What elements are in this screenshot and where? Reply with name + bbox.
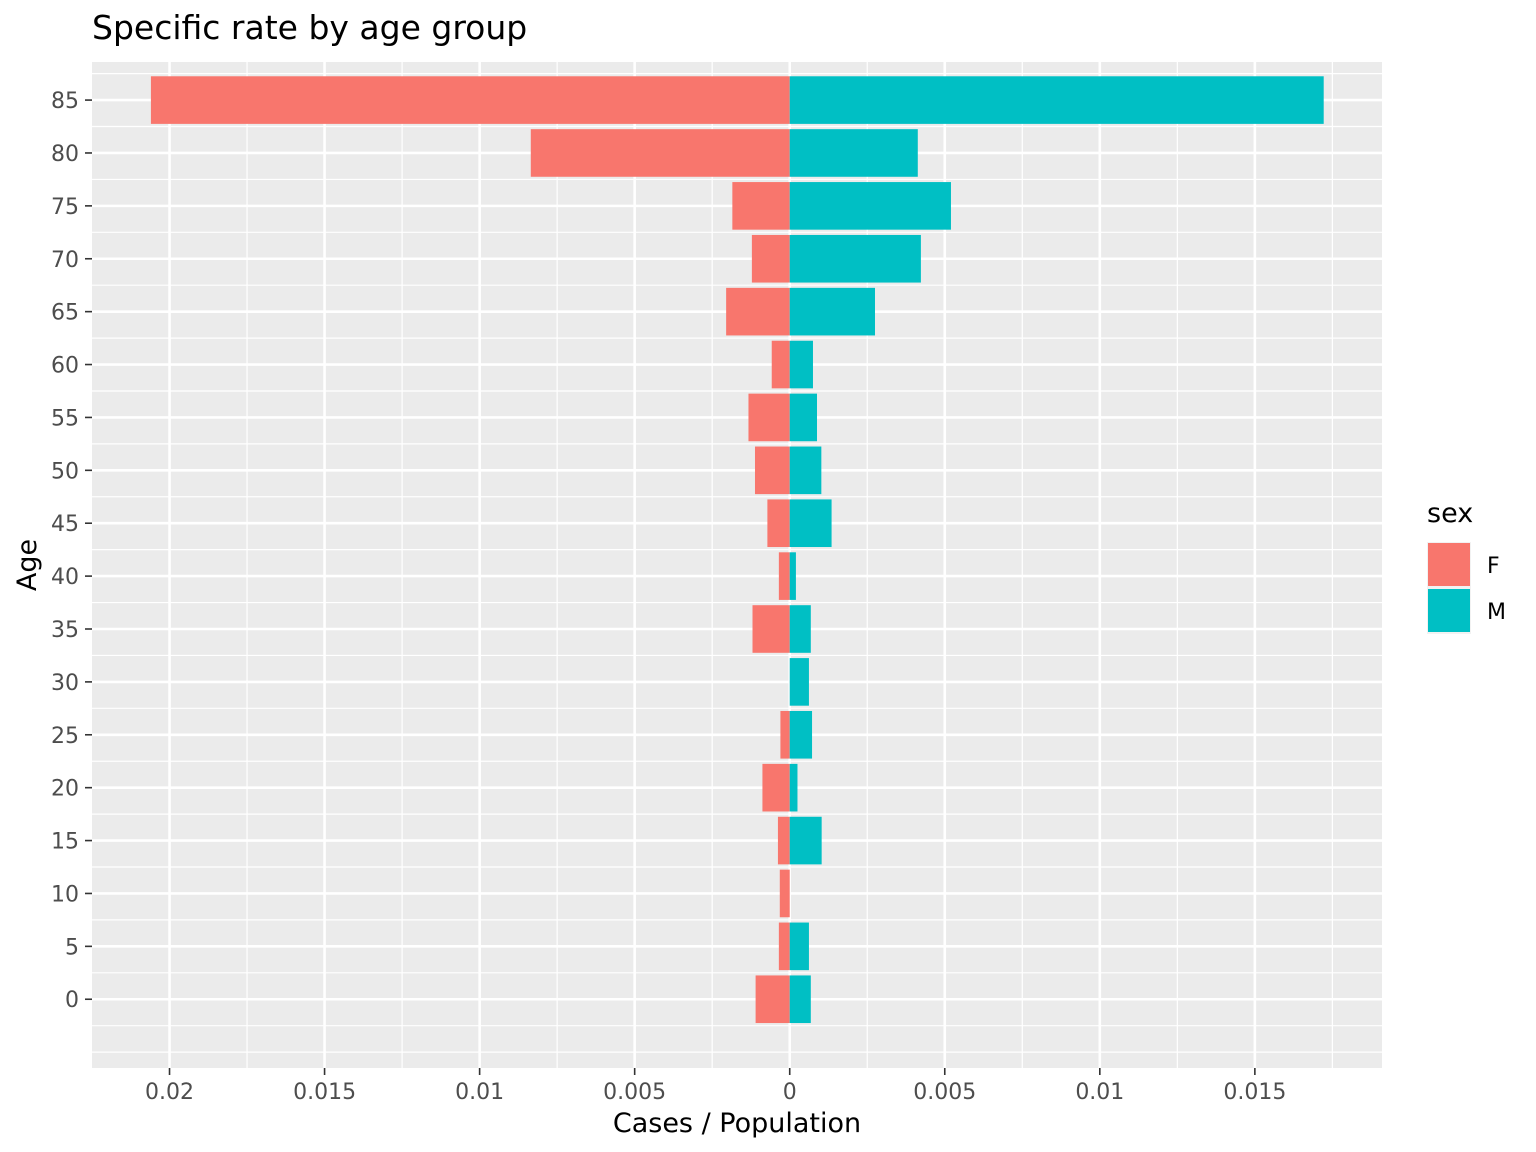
x-tick-label: 0	[783, 1080, 797, 1105]
bar-F-85	[150, 76, 790, 124]
bar-F-25	[780, 710, 790, 759]
y-tick-label: 75	[51, 195, 79, 220]
bar-M-30	[789, 658, 809, 706]
bar-M-80	[789, 129, 918, 177]
bar-F-45	[767, 499, 790, 548]
y-tick-label: 80	[51, 142, 79, 167]
legend: sex FM	[1427, 498, 1506, 634]
bar-M-65	[789, 287, 875, 336]
y-tick-label: 65	[51, 301, 79, 326]
y-axis: 0 5 10 15 20 25 30 35 40 45 50 55 60 65 70 75 80 85	[51, 89, 92, 1013]
bar-M-45	[789, 499, 832, 548]
x-tick-label: 0.02	[145, 1080, 194, 1105]
x-tick-label: 0.01	[455, 1080, 504, 1105]
bar-M-15	[789, 816, 822, 865]
y-tick-label: 35	[51, 618, 79, 643]
bar-F-60	[771, 340, 790, 389]
bar-M-35	[789, 605, 811, 653]
y-tick-label: 70	[51, 248, 79, 273]
legend-swatch-F	[1428, 543, 1470, 586]
bar-M-70	[789, 234, 921, 283]
y-tick-label: 40	[51, 565, 79, 590]
bar-M-25	[789, 710, 813, 759]
y-tick-label: 55	[51, 406, 79, 431]
x-tick-label: 0.01	[1075, 1080, 1124, 1105]
bar-M-0	[789, 975, 811, 1024]
bar-F-10	[779, 869, 790, 918]
y-tick-label: 5	[65, 935, 79, 960]
y-tick-label: 85	[51, 89, 79, 114]
x-tick-label: 0.005	[913, 1080, 976, 1105]
bar-F-70	[751, 234, 790, 283]
legend-label-F: F	[1487, 554, 1500, 579]
y-tick-label: 10	[51, 882, 79, 907]
bar-F-20	[762, 763, 790, 812]
bar-F-55	[748, 393, 790, 442]
bar-M-60	[789, 340, 813, 389]
bar-M-20	[789, 763, 798, 812]
bar-M-75	[789, 182, 951, 230]
bar-M-50	[789, 446, 822, 495]
x-axis-title: Cases / Population	[613, 1108, 861, 1139]
bar-F-40	[778, 552, 790, 600]
legend-items: FM	[1427, 542, 1506, 634]
y-tick-label: 50	[51, 459, 79, 484]
y-tick-label: 0	[65, 988, 79, 1013]
y-axis-title: Age	[12, 539, 43, 591]
legend-title: sex	[1427, 498, 1473, 529]
y-tick-label: 45	[51, 512, 79, 537]
bar-F-35	[752, 605, 790, 653]
bar-F-15	[777, 816, 790, 865]
bar-F-75	[732, 182, 790, 230]
bars	[150, 76, 1324, 1024]
y-tick-label: 20	[51, 777, 79, 802]
minor-gridlines	[92, 62, 1382, 1068]
x-tick-label: 0.015	[1223, 1080, 1286, 1105]
y-tick-label: 15	[51, 830, 79, 855]
bar-F-5	[778, 922, 790, 971]
y-tick-label: 25	[51, 724, 79, 749]
bar-F-80	[530, 129, 790, 177]
x-tick-label: 0.015	[293, 1080, 356, 1105]
chart-title: Specific rate by age group	[92, 8, 528, 47]
bar-M-5	[789, 922, 809, 971]
y-tick-label: 30	[51, 671, 79, 696]
legend-label-M: M	[1487, 600, 1506, 625]
y-tick-label: 60	[51, 354, 79, 379]
bar-M-85	[789, 76, 1324, 124]
bar-F-65	[726, 287, 790, 336]
bar-M-40	[789, 552, 796, 600]
legend-swatch-M	[1428, 589, 1470, 632]
x-axis: 0.02 0.015 0.01 0.005 0 0.005 0.01 0.015	[145, 1068, 1286, 1105]
bar-F-0	[755, 975, 790, 1024]
x-tick-label: 0.005	[603, 1080, 666, 1105]
bar-M-55	[789, 393, 818, 442]
bar-F-50	[754, 446, 790, 495]
